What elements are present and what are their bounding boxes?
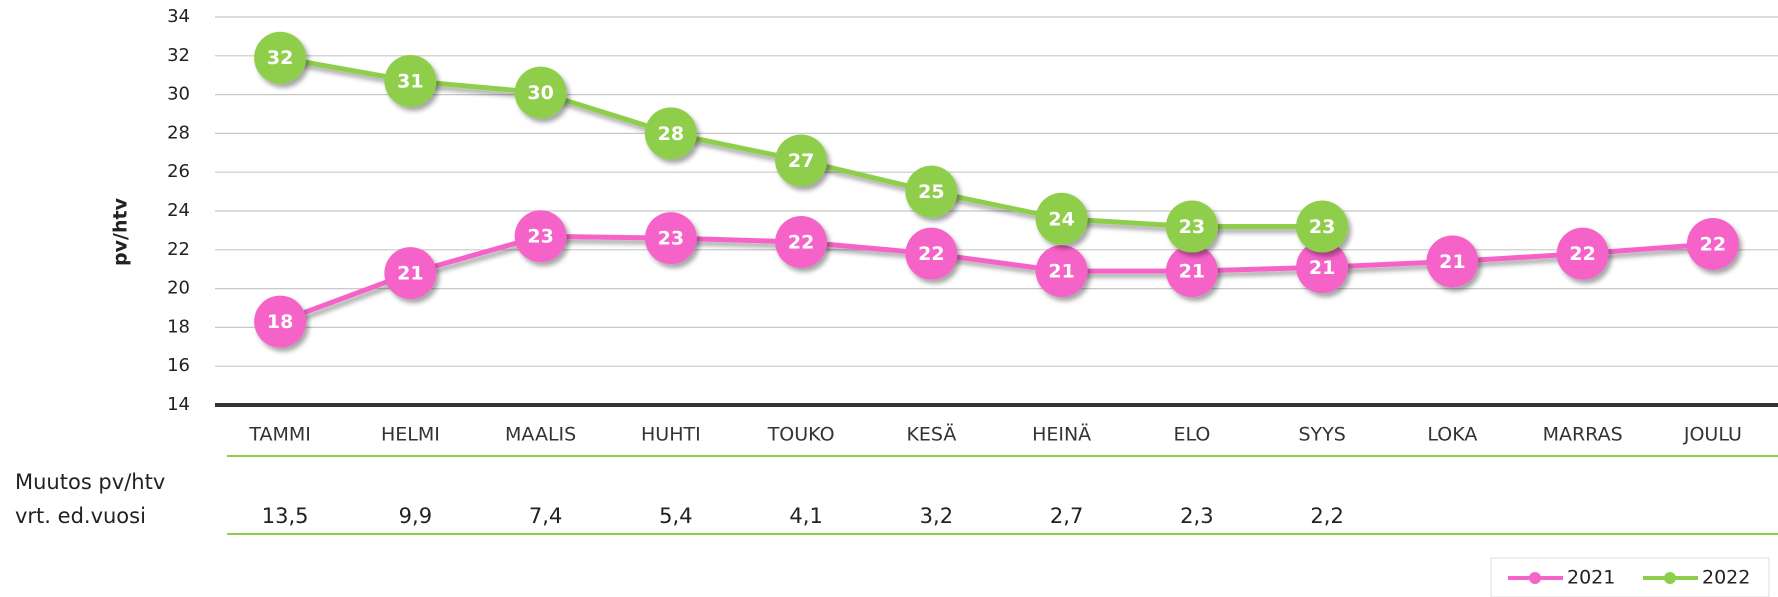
data-label: 23 <box>658 228 684 250</box>
y-tick-label: 32 <box>167 45 190 66</box>
point-marker <box>1426 235 1479 288</box>
point-marker <box>1296 200 1349 253</box>
point-marker <box>514 66 567 119</box>
y-tick-label: 24 <box>167 200 190 221</box>
data-label: 21 <box>1179 261 1205 283</box>
table-value: 7,4 <box>529 504 562 528</box>
table-value: 3,2 <box>920 504 953 528</box>
legend-label: 2022 <box>1702 567 1750 589</box>
x-tick-label: HELMI <box>381 424 440 446</box>
point-marker <box>254 31 307 84</box>
series-line <box>279 233 1714 324</box>
data-label: 21 <box>1309 257 1335 279</box>
y-tick-label: 20 <box>167 278 190 299</box>
x-tick-label: ELO <box>1173 424 1210 446</box>
point-marker <box>384 55 437 108</box>
y-tick-label: 18 <box>167 316 190 337</box>
table-row-label: vrt. ed.vuosi <box>15 504 146 528</box>
y-tick-label: 34 <box>167 6 190 27</box>
table-row-label: Muutos pv/htv <box>15 470 165 494</box>
table-value: 13,5 <box>262 504 309 528</box>
data-label: 22 <box>918 243 944 265</box>
data-label: 28 <box>658 123 684 145</box>
data-label: 23 <box>527 226 553 248</box>
data-label: 21 <box>1439 251 1465 273</box>
point-marker <box>1556 227 1609 280</box>
data-label: 23 <box>1179 216 1205 238</box>
point-marker <box>775 134 828 187</box>
data-label: 31 <box>397 71 423 93</box>
x-tick-label: LOKA <box>1427 424 1477 446</box>
table-value: 2,3 <box>1180 504 1213 528</box>
y-tick-label: 30 <box>167 84 190 105</box>
x-tick-label: SYYS <box>1298 424 1345 446</box>
legend-label: 2021 <box>1567 567 1615 589</box>
point-marker <box>1035 192 1088 245</box>
table-value: 9,9 <box>399 504 432 528</box>
data-label: 25 <box>918 181 944 203</box>
x-tick-label: HUHTI <box>641 424 701 446</box>
y-tick-label: 28 <box>167 122 190 143</box>
point-marker <box>254 295 307 348</box>
point-marker <box>1035 245 1088 298</box>
data-label: 21 <box>397 263 423 285</box>
y-tick-label: 26 <box>167 161 190 182</box>
legend-swatch <box>1529 572 1541 584</box>
x-tick-label: KESÄ <box>906 423 956 446</box>
data-label: 18 <box>267 311 293 333</box>
point-marker <box>1686 217 1739 270</box>
y-tick-label: 16 <box>167 355 190 376</box>
table-value: 2,7 <box>1050 504 1083 528</box>
x-tick-label: TOUKO <box>767 424 835 446</box>
legend-swatch <box>1664 572 1676 584</box>
data-label: 22 <box>1700 233 1726 255</box>
point-marker <box>905 227 958 280</box>
point-marker <box>775 216 828 269</box>
x-tick-label: TAMMI <box>248 424 311 446</box>
data-label: 27 <box>788 150 814 172</box>
data-label: 24 <box>1048 208 1074 230</box>
data-label: 32 <box>267 47 293 69</box>
point-marker <box>905 165 958 218</box>
y-tick-label: 14 <box>167 394 190 415</box>
point-marker <box>1296 241 1349 294</box>
table-value: 5,4 <box>659 504 692 528</box>
data-label: 30 <box>527 82 553 104</box>
x-tick-label: JOULU <box>1683 424 1742 446</box>
point-marker <box>1165 200 1218 253</box>
point-marker <box>514 210 567 263</box>
point-marker <box>644 107 697 160</box>
table-value: 2,2 <box>1310 504 1343 528</box>
x-tick-label: MAALIS <box>505 424 576 446</box>
x-tick-label: HEINÄ <box>1032 423 1091 446</box>
point-marker <box>1165 245 1218 298</box>
data-label: 23 <box>1309 216 1335 238</box>
point-marker <box>644 212 697 265</box>
point-marker <box>384 247 437 300</box>
data-label: 21 <box>1048 261 1074 283</box>
table-value: 4,1 <box>789 504 822 528</box>
y-axis-label: pv/htv <box>110 197 132 266</box>
data-label: 22 <box>1569 243 1595 265</box>
y-tick-label: 22 <box>167 239 190 260</box>
data-label: 22 <box>788 232 814 254</box>
x-tick-label: MARRAS <box>1543 424 1623 446</box>
